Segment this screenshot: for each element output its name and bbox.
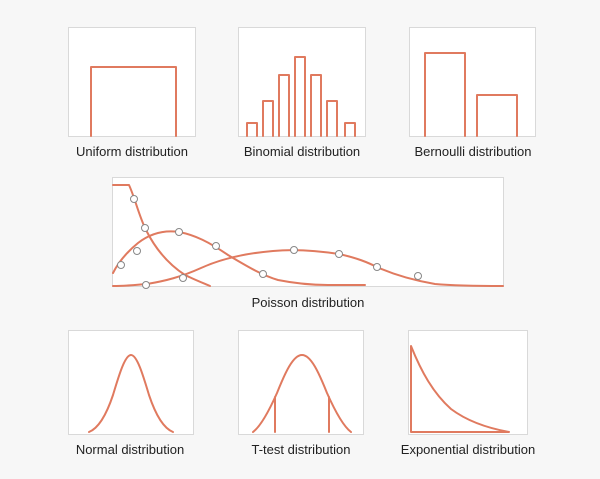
bernoulli-bar-1 xyxy=(424,52,466,137)
exponential-caption: Exponential distribution xyxy=(400,442,536,457)
ttest-caption: T-test distribution xyxy=(251,442,351,457)
binomial-bar-7 xyxy=(344,122,356,137)
binomial-bar-3 xyxy=(278,74,290,137)
bernoulli-panel xyxy=(409,27,536,137)
poisson-marker xyxy=(259,270,267,278)
poisson-marker xyxy=(141,224,149,232)
binomial-chart xyxy=(246,56,356,137)
poisson-marker xyxy=(414,272,422,280)
exponential-chart xyxy=(410,345,510,433)
poisson-marker xyxy=(179,274,187,282)
exponential-curve xyxy=(410,345,510,433)
uniform-shape xyxy=(90,66,177,137)
binomial-bar-5 xyxy=(310,74,322,137)
normal-chart xyxy=(88,354,174,433)
poisson-chart xyxy=(112,184,504,289)
uniform-chart xyxy=(90,66,177,137)
poisson-marker xyxy=(130,195,138,203)
poisson-marker xyxy=(175,228,183,236)
binomial-panel xyxy=(238,27,366,137)
bernoulli-caption: Bernoulli distribution xyxy=(414,144,532,159)
bernoulli-bar-2 xyxy=(476,94,518,137)
normal-caption: Normal distribution xyxy=(75,442,185,457)
binomial-caption: Binomial distribution xyxy=(243,144,361,159)
poisson-curve-high xyxy=(112,249,504,287)
poisson-marker xyxy=(212,242,220,250)
ttest-chart xyxy=(252,354,352,433)
ttest-panel xyxy=(238,330,364,435)
binomial-bar-2 xyxy=(262,100,274,137)
poisson-marker xyxy=(335,250,343,258)
poisson-marker xyxy=(290,246,298,254)
normal-curve xyxy=(88,354,174,433)
binomial-bar-6 xyxy=(326,100,338,137)
binomial-bar-4 xyxy=(294,56,306,137)
poisson-caption: Poisson distribution xyxy=(251,295,365,310)
uniform-panel xyxy=(68,27,196,137)
exponential-panel xyxy=(408,330,528,435)
bernoulli-chart xyxy=(424,52,518,137)
poisson-marker xyxy=(133,247,141,255)
poisson-marker xyxy=(117,261,125,269)
poisson-curve-mid xyxy=(112,230,366,286)
poisson-marker xyxy=(373,263,381,271)
normal-panel xyxy=(68,330,194,435)
ttest-curve xyxy=(252,354,352,433)
uniform-caption: Uniform distribution xyxy=(76,144,188,159)
poisson-panel xyxy=(112,177,504,289)
poisson-marker xyxy=(142,281,150,289)
binomial-bar-1 xyxy=(246,122,258,137)
